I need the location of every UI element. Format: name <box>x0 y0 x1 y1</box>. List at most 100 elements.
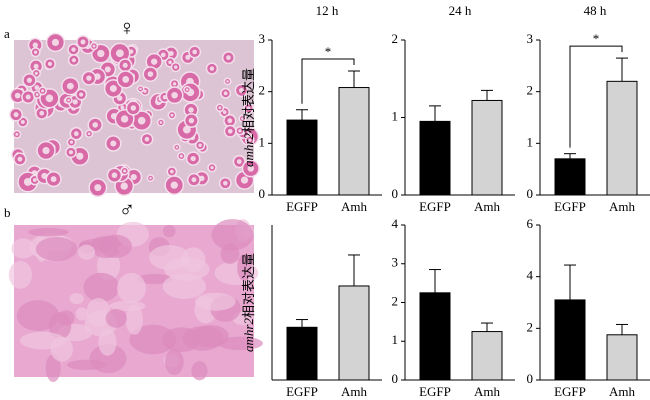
bar <box>338 87 370 196</box>
nucleus <box>66 82 74 90</box>
tissue <box>99 234 132 259</box>
nucleus <box>69 140 74 144</box>
nucleus <box>104 66 111 73</box>
tissue <box>66 359 107 371</box>
tissue <box>137 273 172 285</box>
tissue <box>8 260 33 289</box>
nucleus <box>236 159 242 164</box>
tissue <box>162 224 176 238</box>
nucleus <box>120 182 128 190</box>
nucleus <box>130 105 137 111</box>
nucleus <box>35 93 39 96</box>
tissue <box>45 354 61 383</box>
nucleus <box>41 89 45 93</box>
bar <box>286 119 318 196</box>
error-bar <box>564 264 576 300</box>
nucleus <box>248 138 252 142</box>
nucleus <box>149 176 152 180</box>
y-tick-label: 4 <box>527 268 534 283</box>
significance-bracket <box>569 45 623 148</box>
nucleus <box>170 181 178 189</box>
nucleus <box>238 87 244 93</box>
y-tick-label: 0 <box>392 371 399 386</box>
nucleus <box>218 106 222 110</box>
tissue <box>86 297 111 327</box>
bar <box>554 299 586 381</box>
nucleus <box>209 66 215 71</box>
nucleus <box>175 146 179 149</box>
nucleus <box>130 173 137 181</box>
y-tick-label: 2 <box>527 83 534 98</box>
nucleus <box>45 94 54 103</box>
nucleus <box>188 107 194 113</box>
nucleus <box>25 94 31 100</box>
tissue <box>78 244 96 260</box>
y-tick-label: 0 <box>527 371 534 386</box>
tissue <box>125 304 143 335</box>
nucleus <box>159 121 163 124</box>
tissue <box>129 324 177 355</box>
tissue <box>105 309 127 328</box>
x-tick-label: Amh <box>609 384 636 399</box>
nucleus <box>182 125 191 134</box>
nucleus <box>15 132 19 136</box>
nucleus <box>144 136 150 142</box>
tissue <box>35 236 78 262</box>
nucleus <box>26 77 32 83</box>
tissue <box>16 300 60 332</box>
y-axis-label: amhr2相对表达量 <box>241 68 256 167</box>
nucleus <box>240 176 249 184</box>
y-axis-label-gene: amhr2 <box>241 318 256 352</box>
error-bar <box>564 153 576 159</box>
significance-label: * <box>593 31 600 46</box>
nucleus <box>92 44 96 48</box>
tissue <box>11 238 36 259</box>
sex-symbol: ♂ <box>119 197 136 222</box>
tissue <box>109 300 146 312</box>
y-tick-label: 0 <box>527 186 534 201</box>
significance-bracket <box>301 58 355 104</box>
significance-label: * <box>325 44 332 59</box>
nucleus <box>143 89 147 93</box>
nucleus <box>170 113 174 117</box>
nucleus <box>79 92 84 97</box>
tissue <box>191 361 208 381</box>
y-tick-label: 0 <box>392 186 399 201</box>
nucleus <box>122 62 128 68</box>
y-tick-label: 1 <box>392 332 399 347</box>
error-bar <box>429 105 441 122</box>
nucleus <box>72 99 78 105</box>
x-tick-label: Amh <box>609 199 636 214</box>
nucleus <box>185 88 189 91</box>
tissue <box>69 293 84 305</box>
y-tick-label: 3 <box>527 31 534 46</box>
nucleus <box>71 58 77 63</box>
x-tick-label: Amh <box>341 384 368 399</box>
error-bar <box>296 319 308 328</box>
nucleus <box>87 132 91 136</box>
nucleus <box>223 91 228 96</box>
nucleus <box>210 166 214 170</box>
y-axis-label-text: 相对表达量 <box>241 68 256 133</box>
x-tick-label: EGFP <box>554 199 586 214</box>
nucleus <box>120 115 129 123</box>
bar <box>606 334 638 381</box>
nucleus <box>67 98 70 102</box>
tissue <box>162 327 201 352</box>
x-tick-label: Amh <box>474 199 501 214</box>
x-tick-label: EGFP <box>554 384 586 399</box>
nucleus <box>115 49 124 58</box>
histology-cells <box>9 32 260 198</box>
chart-title: 24 h <box>449 3 472 18</box>
tissue <box>58 310 75 326</box>
nucleus <box>109 85 117 93</box>
nucleus <box>50 176 57 183</box>
nucleus <box>51 38 60 46</box>
nucleus <box>191 177 197 183</box>
nucleus <box>34 85 40 90</box>
nucleus <box>111 172 118 179</box>
nucleus <box>246 106 251 111</box>
nucleus <box>39 110 45 116</box>
nucleus <box>92 122 98 128</box>
